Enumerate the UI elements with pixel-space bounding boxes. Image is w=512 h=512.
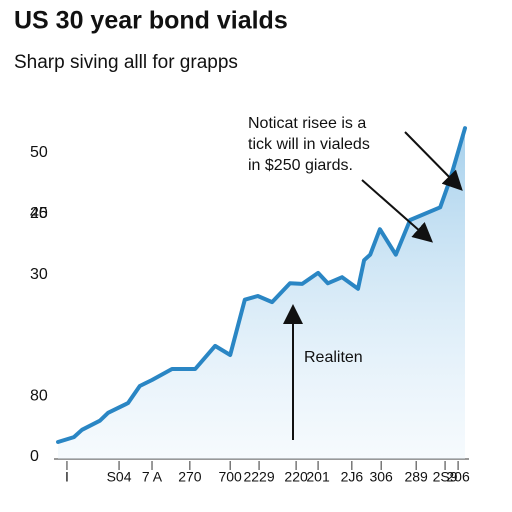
chart-title: US 30 year bond vialds bbox=[14, 7, 288, 35]
line bbox=[56, 126, 467, 444]
y-tick-label: 0 bbox=[30, 448, 39, 465]
x-tick-label: 289 bbox=[404, 469, 428, 485]
annotation-arrow bbox=[361, 179, 433, 243]
y-tick-label: 30 bbox=[30, 266, 48, 283]
x-tick-label: 206 bbox=[446, 469, 470, 485]
y-tick-label: 25 bbox=[30, 205, 48, 222]
annotation: in $250 giards. bbox=[248, 157, 353, 174]
x-tick-label: 2J6 bbox=[341, 469, 364, 485]
x-tick-label: S04 bbox=[107, 469, 132, 485]
x-tick-label: 220 bbox=[284, 469, 308, 485]
x-tick-label: I bbox=[65, 469, 69, 485]
x-tick-label: 7 A bbox=[142, 469, 163, 485]
y-tick-label: 50 bbox=[30, 144, 48, 161]
annotation: Noticat risee is a bbox=[248, 115, 366, 132]
annotation: Realiten bbox=[304, 349, 363, 366]
annotation-arrow bbox=[404, 131, 463, 191]
x-tick-label: 700 bbox=[218, 469, 242, 485]
y-tick-label: 40 bbox=[30, 205, 48, 222]
chart-subtitle: Sharp siving alll for grapps bbox=[14, 52, 238, 73]
annotation: tick will in vialeds bbox=[248, 136, 370, 153]
y-tick-label: 80 bbox=[30, 387, 48, 404]
x-tick-label: 306 bbox=[369, 469, 393, 485]
x-tick-label: 2S9 bbox=[433, 469, 458, 485]
x-tick-label: 201 bbox=[306, 469, 330, 485]
x-tick-label: 270 bbox=[178, 469, 202, 485]
x-tick-label: 2229 bbox=[243, 469, 274, 485]
